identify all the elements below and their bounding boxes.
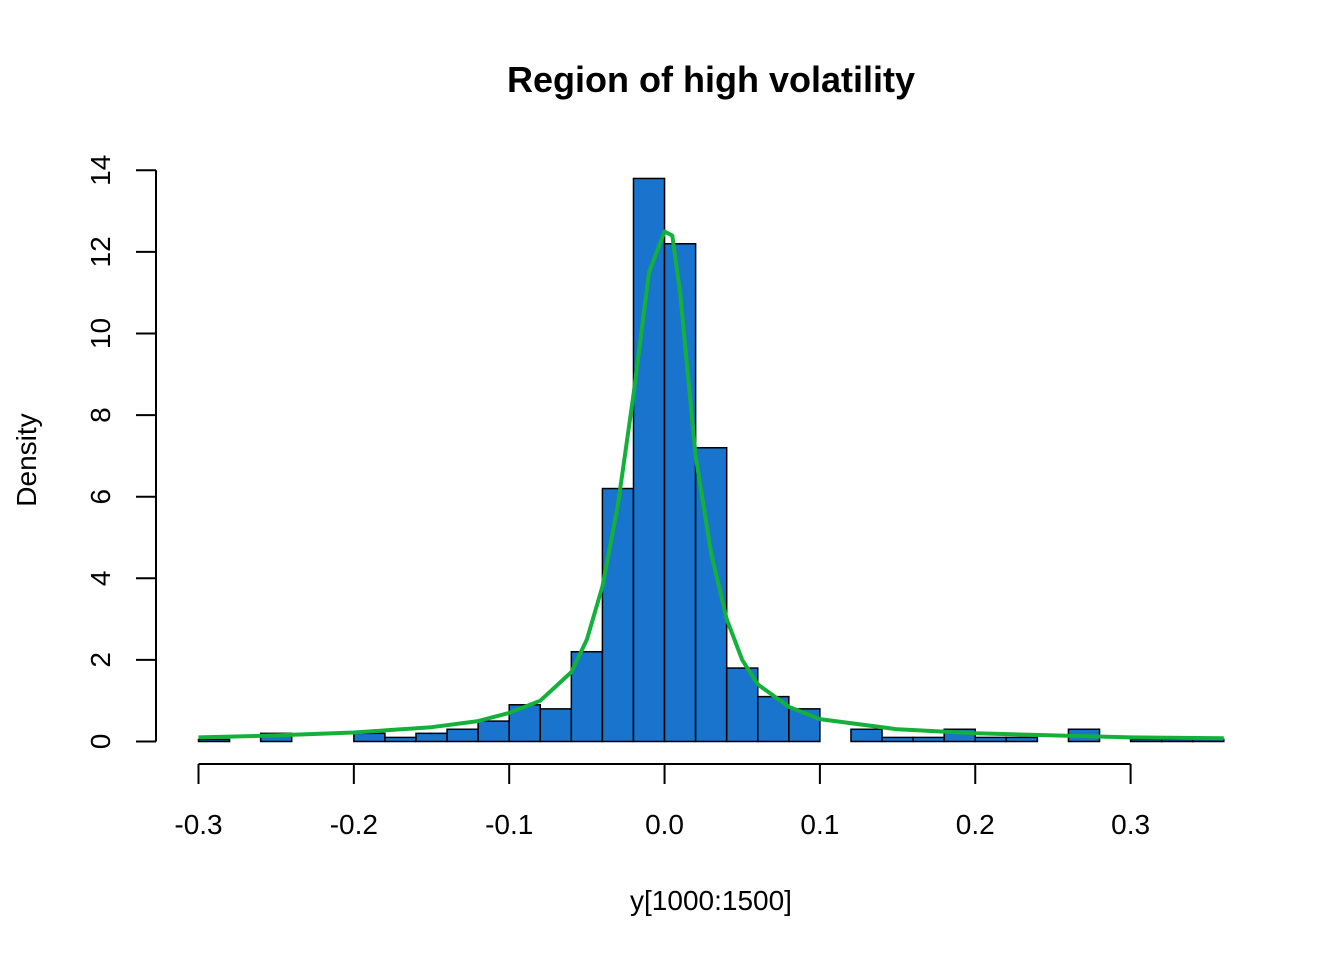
y-tick-label: 4 xyxy=(85,571,116,587)
x-axis: -0.3 -0.2 -0.1 0.0 0.1 0.2 0.3 xyxy=(174,763,1150,840)
histogram-bar xyxy=(663,242,697,743)
y-tick-label: 12 xyxy=(85,236,116,267)
histogram-bar xyxy=(570,650,604,743)
x-axis-label: y[1000:1500] xyxy=(630,885,792,916)
histogram-bar xyxy=(912,736,945,743)
x-tick-label: 0.2 xyxy=(956,809,995,840)
y-tick-label: 2 xyxy=(85,652,116,668)
x-tick-label: 0.1 xyxy=(800,809,839,840)
x-tick-label: -0.1 xyxy=(485,809,533,840)
histogram-bar xyxy=(881,736,914,743)
histogram-bar xyxy=(353,732,386,743)
y-tick-label: 0 xyxy=(85,734,116,750)
histogram-bar xyxy=(1005,736,1039,743)
x-tick-label: -0.3 xyxy=(174,809,222,840)
y-tick-label: 14 xyxy=(85,155,116,186)
x-tick-label: 0.0 xyxy=(645,809,684,840)
histogram-bar xyxy=(415,732,448,743)
y-tick-label: 6 xyxy=(85,489,116,505)
y-axis-label: Density xyxy=(11,413,42,506)
histogram-bar xyxy=(601,487,635,743)
histogram-bar xyxy=(632,177,666,743)
histogram-bar xyxy=(384,736,417,743)
histogram-bar xyxy=(1129,738,1163,743)
chart-title: Region of high volatility xyxy=(507,59,915,100)
histogram-bars xyxy=(197,177,1225,743)
y-tick-label: 8 xyxy=(85,407,116,423)
histogram-bar xyxy=(539,708,573,743)
histogram-bar xyxy=(850,728,883,743)
x-tick-label: -0.2 xyxy=(330,809,378,840)
density-curve xyxy=(198,229,1224,741)
histogram-bar xyxy=(446,728,479,743)
y-tick-label: 10 xyxy=(85,318,116,349)
x-tick-label: 0.3 xyxy=(1111,809,1150,840)
histogram-bar xyxy=(974,736,1008,743)
histogram-bar xyxy=(477,720,510,743)
histogram-bar xyxy=(197,738,231,743)
y-axis: 0 2 4 6 8 10 12 14 xyxy=(85,155,157,750)
